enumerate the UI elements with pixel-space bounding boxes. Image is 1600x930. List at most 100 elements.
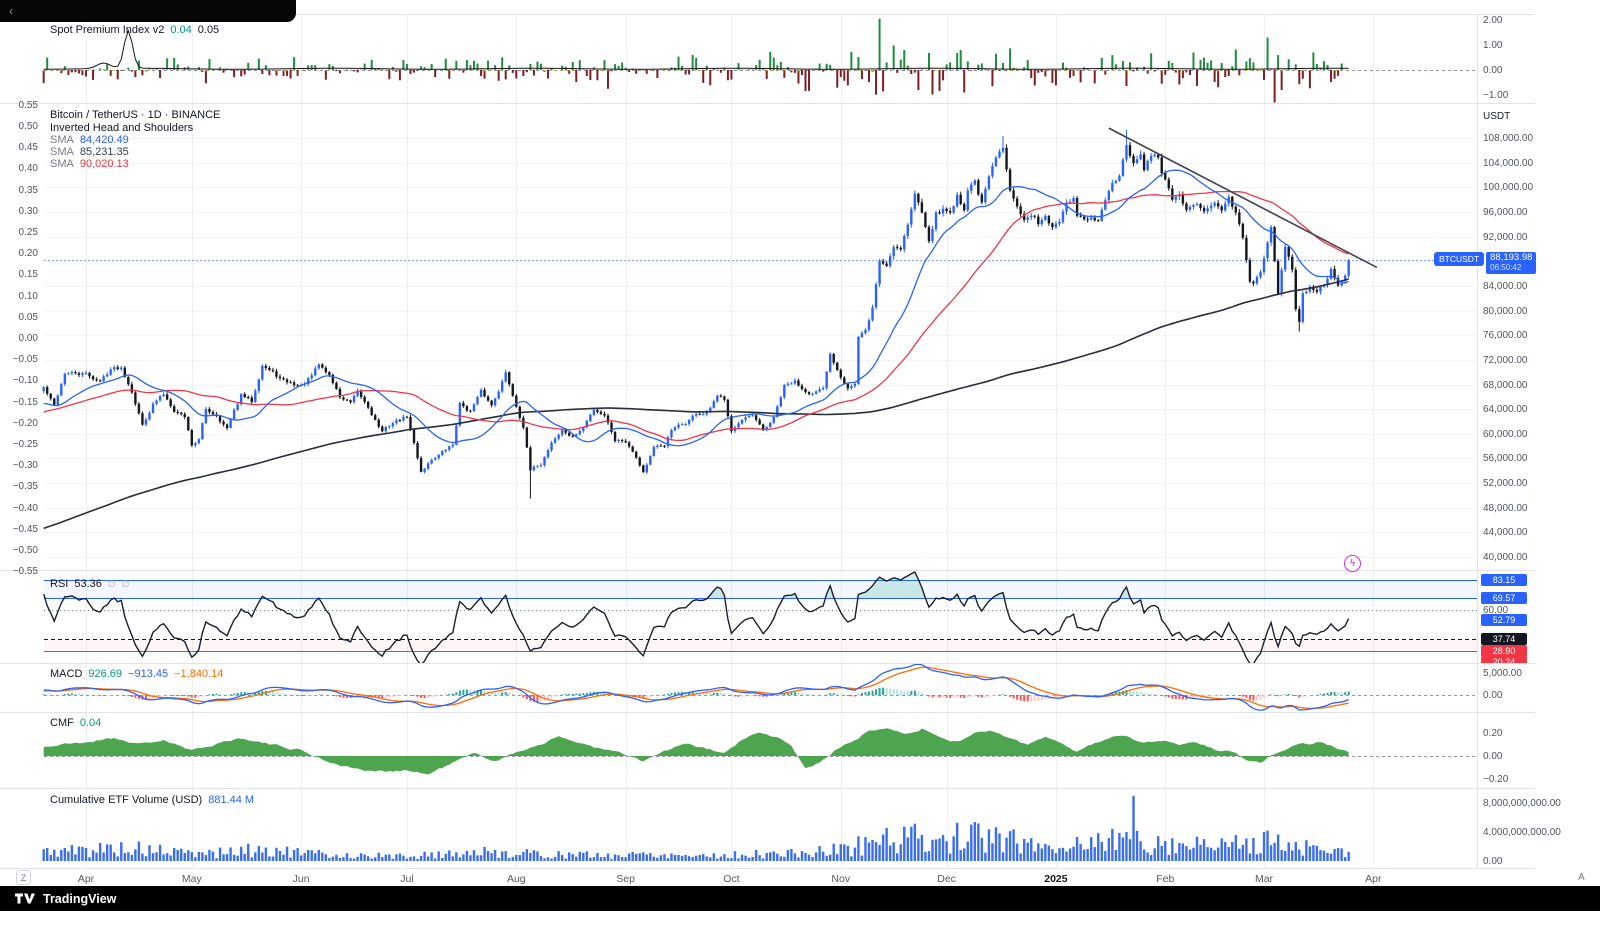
scale-tick: −0.20 (12, 417, 38, 429)
price-scale-unit: USDT (1483, 111, 1511, 122)
scale-tick: 44,000.00 (1483, 527, 1528, 539)
sma-label[interactable]: SMA (50, 158, 74, 170)
scale-tick: 48,000.00 (1483, 502, 1528, 514)
time-axis-label: Mar (1254, 873, 1274, 885)
scale-tick: 0.30 (18, 205, 38, 217)
symbol-title[interactable]: Bitcoin / TetherUS · 1D · BINANCE (50, 109, 221, 121)
scale-tick: 0.55 (18, 99, 38, 111)
scale-tick: 72,000.00 (1483, 354, 1528, 366)
timezone-button[interactable]: Z (16, 870, 31, 885)
scale-tick: 0.45 (18, 142, 38, 154)
scale-tick: 0.00 (1483, 856, 1503, 867)
scale-tick: −1.00 (1483, 90, 1509, 101)
scale-tick: 108,000.00 (1483, 133, 1534, 144)
scale-tick: −0.50 (12, 545, 38, 557)
indicator-title[interactable]: Cumulative ETF Volume (USD) (50, 794, 203, 806)
time-axis[interactable]: Apr May Jun Jul Aug Sep Oct Nov Dec 2025 Feb Mar Apr (0, 868, 1535, 886)
scale-tick: 0.00 (1483, 65, 1503, 76)
indicator-title[interactable]: CMF (50, 717, 74, 729)
indicator-title[interactable]: MACD (50, 668, 83, 680)
spot-premium-pane-header: Spot Premium Index v2 0.04 0.05 (50, 24, 219, 36)
scale-tick: −0.45 (12, 523, 38, 535)
time-axis-label: Jul (400, 873, 414, 885)
tradingview-logo-icon (15, 893, 35, 904)
macd-line-value: −913.45 (128, 668, 169, 680)
pane-separator[interactable] (0, 788, 1535, 789)
macd-signal-value: −1,840.14 (174, 668, 224, 680)
level-badge: 28.90 (1481, 644, 1527, 657)
pane-separator[interactable] (0, 712, 1535, 713)
macd-scale[interactable]: 5,000.00 0.00 (1479, 663, 1595, 712)
empty-source-icon[interactable]: ∅ (121, 579, 130, 589)
empty-source-icon[interactable]: ∅ (107, 579, 116, 589)
sma-label[interactable]: SMA (50, 146, 74, 158)
indicator-value: 0.04 (79, 717, 102, 729)
bar-countdown: 06:50:42 (1490, 263, 1522, 272)
scale-tick: 60,000.00 (1483, 428, 1528, 440)
drawing-label: Inverted Head and Shoulders (50, 122, 193, 134)
scale-tick: 100,000.00 (1483, 182, 1534, 194)
time-axis-label: Nov (831, 873, 851, 885)
scale-tick: 2.00 (1483, 15, 1503, 26)
price-box: 88,193.98 06:50:42 (1486, 252, 1537, 274)
scale-tick: 40,000.00 (1483, 552, 1528, 564)
spot-price-scale[interactable]: 2.00 1.00 0.00 −1.00 (1479, 14, 1595, 103)
sma-value: 90,020.13 (79, 158, 129, 170)
sma-label[interactable]: SMA (50, 134, 74, 146)
indicator-title[interactable]: RSI (50, 578, 69, 590)
scale-tick: 1.00 (1483, 40, 1503, 51)
scale-tick: 84,000.00 (1483, 280, 1528, 292)
scale-tick: 0.00 (1483, 751, 1503, 762)
symbol-header: Bitcoin / TetherUS · 1D · BINANCE (50, 109, 220, 121)
time-axis-separator (0, 868, 1535, 869)
last-price-badge[interactable]: BTCUSDT 88,193.98 06:50:42 (1434, 252, 1537, 274)
scale-tick: 0.20 (1483, 728, 1503, 739)
time-axis-label: Jun (292, 873, 310, 885)
indicator-title[interactable]: Spot Premium Index v2 (50, 24, 165, 36)
time-axis-label: 2025 (1044, 873, 1068, 885)
scale-tick: −0.20 (1483, 774, 1509, 785)
cmf-pane-header: CMF 0.04 (50, 717, 101, 729)
cmf-scale[interactable]: 0.20 0.00 −0.20 (1479, 712, 1595, 788)
scale-tick: −0.35 (12, 481, 38, 493)
scale-tick: 64,000.00 (1483, 404, 1528, 416)
pattern-label[interactable]: Inverted Head and Shoulders (50, 122, 194, 134)
scale-tick: 60.00 (1483, 605, 1509, 617)
time-axis-label: May (181, 873, 202, 885)
last-price: 88,193.98 (1490, 252, 1533, 263)
scale-tick: 0.15 (18, 269, 38, 281)
macd-histogram-value: 926.69 (88, 668, 123, 680)
auto-scale-label[interactable]: A (1578, 872, 1585, 883)
rsi-scale[interactable]: 83.15 69.57 60.00 52.79 37.74 28.90 20.24 (1479, 570, 1595, 663)
pane-separator[interactable] (0, 570, 1535, 571)
window-chrome-bar: ‹ (0, 0, 296, 22)
scale-tick: 56,000.00 (1483, 453, 1528, 465)
indicator-value: 0.05 (197, 24, 220, 36)
scale-tick: 0.50 (18, 120, 38, 132)
etf-scale[interactable]: 8,000,000,000.00 4,000,000,000.00 0.00 (1479, 788, 1595, 868)
pane-separator[interactable] (0, 663, 1535, 664)
left-scale[interactable]: 0.55 0.50 0.45 0.40 0.35 0.30 0.25 0.20 0.15 0.10… (0, 98, 40, 574)
time-axis-label: Oct (723, 873, 740, 885)
pane-separator[interactable] (0, 103, 1535, 104)
scale-tick: 76,000.00 (1483, 330, 1528, 342)
time-axis-label: Apr (1365, 873, 1382, 885)
indicator-value: 881.44 M (208, 794, 255, 806)
sparkle-event-icon[interactable]: ϟ (1344, 555, 1361, 572)
footer-bar: TradingView (0, 886, 1600, 911)
brand-name[interactable]: TradingView (43, 891, 117, 906)
scale-tick: 0.35 (18, 184, 38, 196)
main-price-scale[interactable]: USDT 108,000.00 104,000.00 100,000.00 96,000… (1479, 103, 1595, 570)
etf-volume-pane-header: Cumulative ETF Volume (USD) 881.44 M (50, 794, 254, 806)
scale-tick: −0.55 (12, 566, 38, 574)
pane-separator[interactable] (0, 14, 1535, 15)
level-badge: 69.57 (1481, 592, 1527, 604)
level-badge: 20.24 (1481, 656, 1527, 663)
scale-tick: 80,000.00 (1483, 305, 1528, 317)
scale-tick: 0.20 (18, 248, 38, 260)
sma-legend-row: SMA 84,420.49 (50, 134, 129, 146)
price-scale-separator (1477, 14, 1478, 868)
sma-legend-row: SMA 90,020.13 (50, 158, 129, 170)
time-axis-label: Dec (937, 873, 956, 885)
